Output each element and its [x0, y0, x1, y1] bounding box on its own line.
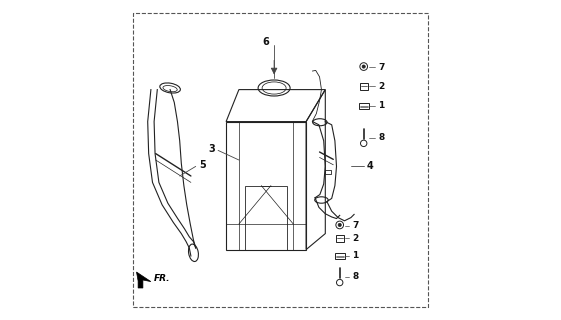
- Text: 5: 5: [199, 160, 206, 170]
- Text: 8: 8: [352, 272, 358, 281]
- Text: 2: 2: [378, 82, 384, 91]
- Circle shape: [338, 223, 341, 227]
- Text: 1: 1: [378, 101, 384, 110]
- Text: 1: 1: [352, 252, 358, 260]
- Text: 7: 7: [378, 63, 384, 72]
- Polygon shape: [136, 272, 151, 288]
- Text: 8: 8: [378, 133, 384, 142]
- Circle shape: [362, 65, 365, 68]
- Text: 4: 4: [367, 161, 374, 172]
- Text: 2: 2: [352, 234, 358, 243]
- Text: FR.: FR.: [154, 274, 171, 283]
- Text: 3: 3: [208, 144, 215, 154]
- Text: 6: 6: [263, 36, 270, 47]
- Text: 7: 7: [352, 221, 359, 230]
